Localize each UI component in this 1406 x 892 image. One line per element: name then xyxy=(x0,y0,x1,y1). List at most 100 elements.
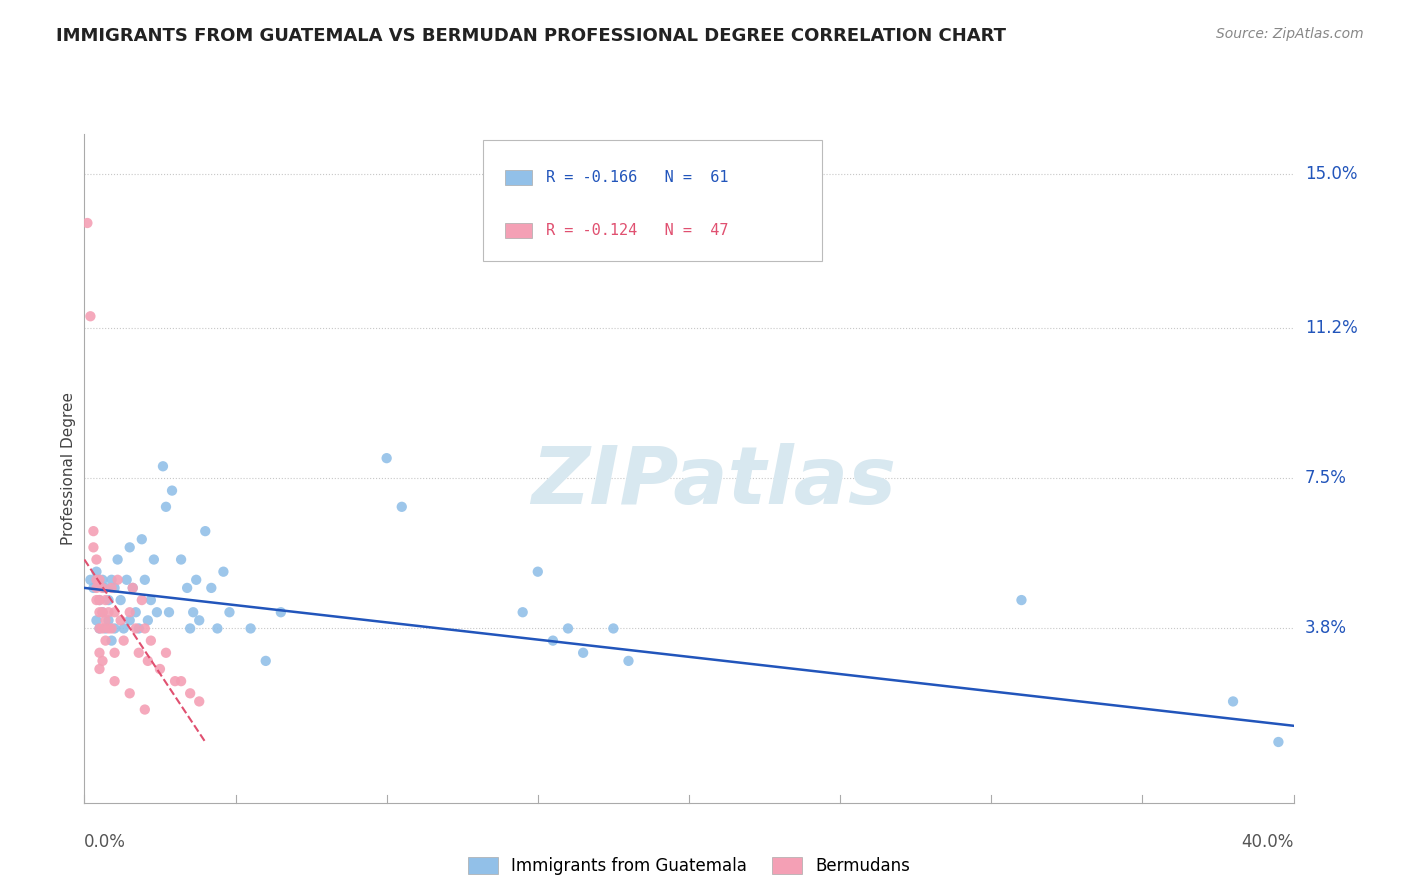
Point xyxy=(375,451,398,466)
Point xyxy=(160,483,183,498)
Point xyxy=(91,573,114,587)
Point xyxy=(149,662,172,676)
Point xyxy=(139,633,162,648)
Point xyxy=(194,524,217,538)
Text: R = -0.166   N =  61: R = -0.166 N = 61 xyxy=(547,169,728,185)
Point xyxy=(557,622,579,636)
Point xyxy=(104,581,127,595)
Point xyxy=(179,686,201,700)
Point xyxy=(91,581,114,595)
Point xyxy=(131,533,153,547)
Point xyxy=(100,581,122,595)
Point xyxy=(97,605,120,619)
Point xyxy=(1267,735,1289,749)
Point xyxy=(89,622,111,636)
Point xyxy=(97,622,120,636)
Text: 0.0%: 0.0% xyxy=(84,833,127,851)
Point xyxy=(391,500,413,514)
Point xyxy=(112,633,135,648)
Point xyxy=(118,541,141,555)
Point xyxy=(134,573,156,587)
Point xyxy=(270,605,292,619)
Point xyxy=(239,622,262,636)
Point xyxy=(94,581,117,595)
Text: ZIPatlas: ZIPatlas xyxy=(530,442,896,521)
Point xyxy=(118,613,141,627)
Point xyxy=(97,613,120,627)
Point xyxy=(86,581,108,595)
Point xyxy=(91,605,114,619)
Point xyxy=(136,613,159,627)
Point xyxy=(100,633,122,648)
Point xyxy=(100,622,122,636)
Point xyxy=(82,541,104,555)
Point xyxy=(110,613,132,627)
Point xyxy=(97,593,120,607)
Point xyxy=(181,605,204,619)
Point xyxy=(186,573,208,587)
Point xyxy=(112,622,135,636)
Point xyxy=(94,613,117,627)
Point xyxy=(572,646,595,660)
Point xyxy=(146,605,169,619)
Point xyxy=(526,565,548,579)
Point xyxy=(136,654,159,668)
Point xyxy=(89,573,111,587)
Point xyxy=(79,310,101,324)
Point xyxy=(91,605,114,619)
Point xyxy=(1222,694,1244,708)
Point xyxy=(94,633,117,648)
Point xyxy=(125,622,148,636)
Point xyxy=(512,605,534,619)
Point xyxy=(179,622,201,636)
Point xyxy=(121,581,143,595)
FancyBboxPatch shape xyxy=(484,141,823,260)
Bar xyxy=(505,224,531,238)
Point xyxy=(155,500,177,514)
Point xyxy=(104,605,127,619)
Point xyxy=(170,552,193,566)
Point xyxy=(541,633,564,648)
Point xyxy=(91,622,114,636)
Text: R = -0.124   N =  47: R = -0.124 N = 47 xyxy=(547,223,728,238)
Point xyxy=(79,573,101,587)
Point xyxy=(128,622,150,636)
Point xyxy=(170,674,193,689)
Point xyxy=(134,702,156,716)
Point xyxy=(163,674,186,689)
Point xyxy=(82,581,104,595)
Point xyxy=(188,613,211,627)
Point xyxy=(155,646,177,660)
Point xyxy=(86,593,108,607)
Point xyxy=(86,565,108,579)
Point xyxy=(107,552,129,566)
Text: 11.2%: 11.2% xyxy=(1305,319,1357,337)
Point xyxy=(91,654,114,668)
Point xyxy=(212,565,235,579)
Point xyxy=(89,593,111,607)
Point xyxy=(100,573,122,587)
Point xyxy=(104,674,127,689)
Text: IMMIGRANTS FROM GUATEMALA VS BERMUDAN PROFESSIONAL DEGREE CORRELATION CHART: IMMIGRANTS FROM GUATEMALA VS BERMUDAN PR… xyxy=(56,27,1007,45)
Point xyxy=(118,686,141,700)
Point xyxy=(94,622,117,636)
Point xyxy=(104,646,127,660)
Point xyxy=(89,646,111,660)
Point xyxy=(89,662,111,676)
Point xyxy=(139,593,162,607)
Point xyxy=(89,593,111,607)
Point xyxy=(134,622,156,636)
Point xyxy=(118,605,141,619)
Text: Source: ZipAtlas.com: Source: ZipAtlas.com xyxy=(1216,27,1364,41)
Point xyxy=(1010,593,1032,607)
Text: 15.0%: 15.0% xyxy=(1305,165,1357,184)
Point xyxy=(207,622,229,636)
Point xyxy=(110,593,132,607)
Point xyxy=(602,622,624,636)
Point xyxy=(94,593,117,607)
Point xyxy=(82,524,104,538)
Point xyxy=(121,581,143,595)
Point xyxy=(89,605,111,619)
Point xyxy=(617,654,640,668)
Point xyxy=(176,581,198,595)
